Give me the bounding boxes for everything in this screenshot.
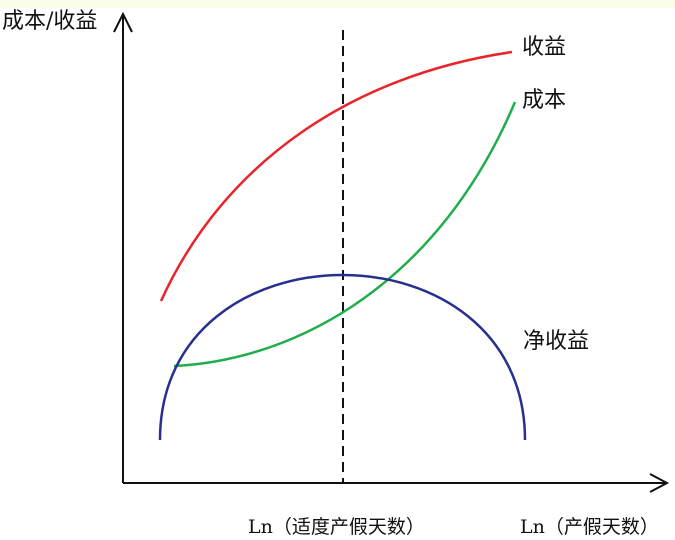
optimum-label: Ln（适度产假天数）	[248, 516, 425, 538]
cost-curve-label: 成本	[522, 88, 566, 113]
x-axis-label: Ln（产假天数）	[520, 516, 659, 538]
net-revenue-curve-label: 净收益	[523, 329, 589, 354]
cost-curve	[173, 101, 517, 368]
axes	[113, 11, 670, 493]
y-axis-label: 成本/收益	[2, 9, 97, 34]
y-axis-arrow-icon	[113, 11, 133, 33]
net-revenue-curve	[158, 273, 527, 441]
revenue-curve-label: 收益	[522, 35, 566, 60]
x-axis-arrow-icon	[649, 473, 670, 493]
top-band	[0, 0, 675, 8]
revenue-curve	[159, 50, 513, 302]
